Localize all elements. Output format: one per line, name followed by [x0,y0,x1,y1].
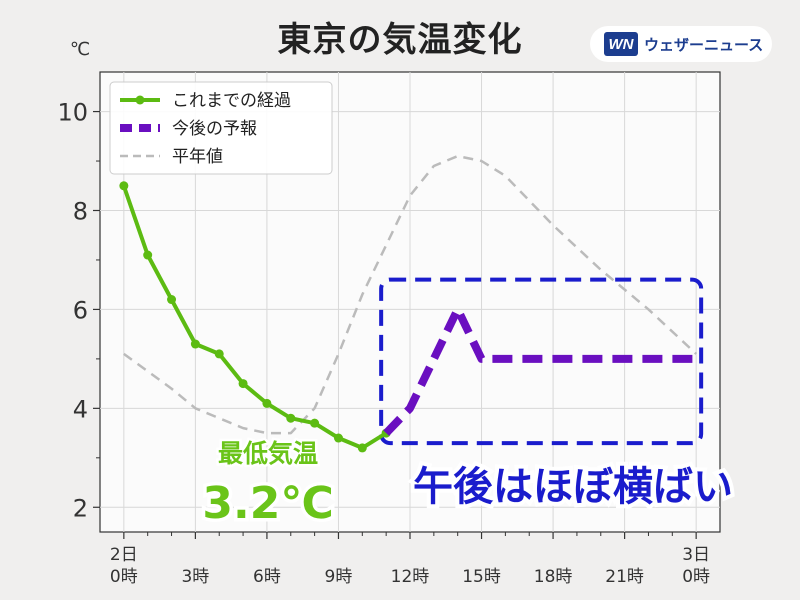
data-point [262,398,272,408]
y-tick-label: 6 [73,296,88,324]
data-point [333,433,343,443]
series-line [383,305,697,436]
legend-label: これまでの経過 [172,91,291,111]
highlight-box [379,277,704,446]
data-point [357,443,367,453]
x-tick-label: 0時 [110,567,138,587]
x-tick-label: 21時 [605,567,644,587]
x-tick-label: 9時 [325,567,353,587]
brand-badge: WN ウェザーニュース [590,26,772,62]
y-tick-label: 10 [57,99,88,127]
annotations: 最低気温 3.2℃ 午後はほぼ横ばい [199,437,737,533]
legend-label: 今後の予報 [172,119,257,139]
legend-label: 平年値 [172,147,223,167]
highlight-box-layer [379,277,704,446]
data-point [310,418,320,428]
x-tick-label: 15時 [462,567,501,587]
x-tick-label: 12時 [391,567,430,587]
x-tick-label: 18時 [534,567,573,587]
data-point [190,339,200,349]
y-tick-label: 8 [73,197,88,225]
data-point [286,413,296,423]
legend-box [109,81,333,175]
x-tick-label: 3時 [181,567,209,587]
series-line [123,154,698,435]
data-point [238,379,248,389]
y-tick-label: 2 [73,494,88,522]
min-temp-value: 3.2℃ [202,478,333,529]
data-point [214,349,224,359]
callout-text: 午後はほぼ横ばい [413,464,733,510]
data-point [167,295,177,305]
brand-logo: WN [604,32,638,56]
x-tick-label: 2日 [110,545,138,565]
data-point [119,181,129,191]
x-tick-label: 3日 [682,545,710,565]
brand-name: ウェザーニュース [644,35,764,54]
x-tick-label: 6時 [253,567,281,587]
y-unit-label: ℃ [70,39,90,60]
series-layer [119,154,698,453]
y-tick-label: 4 [73,395,88,423]
data-point [143,250,153,260]
legend-marker [135,95,145,105]
x-tick-label: 0時 [682,567,710,587]
chart-title: 東京の気温変化 [277,20,523,60]
min-temp-label: 最低気温 [218,439,318,468]
